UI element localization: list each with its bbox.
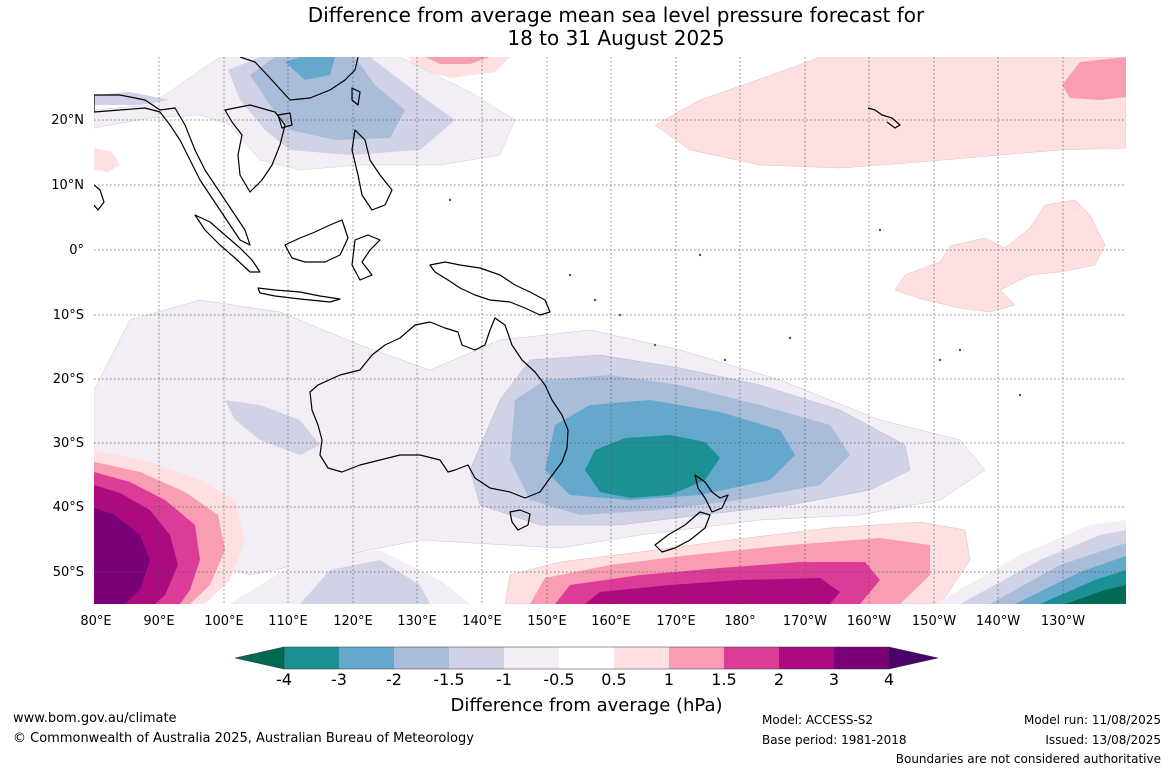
- new-zealand-south-coastline: [654, 511, 711, 553]
- lon-tick-label: 100°E: [204, 614, 244, 629]
- website-link[interactable]: www.bom.gov.au/climate: [13, 711, 177, 726]
- anomaly-region-negative-tasman-core: [585, 435, 720, 498]
- philippines-coastline: [351, 129, 393, 211]
- lon-tick-label: 140°W: [975, 614, 1021, 629]
- sri-lanka-coastline: [94, 184, 105, 211]
- colorbar-label: -3: [331, 670, 347, 689]
- colorbar-segment: [614, 647, 669, 669]
- colorbar-segment: [559, 647, 614, 669]
- colorbar-segment: [779, 647, 834, 669]
- colorbar-high-extension: [888, 646, 939, 670]
- tasmania-coastline: [509, 509, 531, 531]
- lon-tick-label: 150°W: [911, 614, 957, 629]
- hawaii-coastline: [867, 107, 901, 129]
- colorbar-label: -1: [496, 670, 512, 689]
- lon-tick-label: 180°: [724, 614, 756, 629]
- title-line-1: Difference from average mean sea level p…: [307, 3, 925, 27]
- coastlines: [94, 57, 901, 553]
- southeast-asia-coastline: [94, 94, 251, 246]
- map-title: Difference from average mean sea level p…: [0, 4, 1173, 50]
- copyright-text: © Commonwealth of Australia 2025, Austra…: [13, 731, 474, 746]
- colorbar-segment: [339, 647, 394, 669]
- colorbar-segment: [724, 647, 779, 669]
- anomaly-region-positive-south-dark: [585, 578, 840, 604]
- australia-coastline: [309, 317, 569, 499]
- indochina-coastline: [224, 104, 286, 193]
- colorbar-segment: [669, 647, 724, 669]
- borneo-coastline: [284, 219, 349, 263]
- lon-tick-label: 160°W: [846, 614, 892, 629]
- lon-tick-label: 170°E: [656, 614, 696, 629]
- lat-tick-label: 50°S: [52, 565, 84, 580]
- lat-tick-label: 30°S: [52, 436, 84, 451]
- lon-tick-label: 90°E: [143, 614, 175, 629]
- colorbar-label: -0.5: [543, 670, 575, 689]
- new-guinea-coastline: [429, 261, 551, 316]
- lon-tick-label: 130°W: [1040, 614, 1086, 629]
- china-coastline: [239, 57, 359, 101]
- anomaly-region-negative-bight: [225, 400, 320, 455]
- lon-tick-label: 170°W: [782, 614, 828, 629]
- anomaly-region-negative-south-mid: [300, 560, 430, 604]
- boundary-disclaimer: Boundaries are not considered authoritat…: [895, 752, 1161, 766]
- anomaly-region-positive-equatorial-pacific: [894, 199, 1106, 313]
- anomaly-region-negative-north-blue-light: [250, 57, 405, 140]
- colorbar-label: 1.5: [711, 670, 737, 689]
- lon-tick-label: 120°E: [333, 614, 373, 629]
- model-name: Model: ACCESS-S2: [762, 713, 874, 727]
- title-line-2: 18 to 31 August 2025: [507, 26, 725, 50]
- lon-tick-label: 160°E: [591, 614, 631, 629]
- colorbar: [234, 646, 939, 670]
- colorbar-title: Difference from average (hPa): [450, 695, 723, 716]
- sumatra-coastline: [194, 214, 261, 273]
- taiwan-coastline: [351, 87, 361, 106]
- hainan-coastline: [277, 112, 293, 129]
- colorbar-segment: [504, 647, 559, 669]
- lon-tick-label: 80°E: [80, 614, 112, 629]
- sulawesi-coastline: [351, 234, 381, 281]
- island-markers: [448, 198, 1022, 397]
- lon-tick-label: 110°E: [268, 614, 308, 629]
- anomaly-contours: [94, 57, 1126, 604]
- lat-tick-label: 40°S: [52, 500, 84, 515]
- colorbar-label: 4: [883, 670, 895, 689]
- colorbar-label: -1.5: [433, 670, 465, 689]
- anomaly-region-positive-top-edge-pink: [425, 57, 490, 64]
- colorbar-segment: [284, 647, 339, 669]
- anomaly-region-positive-sw-core: [94, 508, 150, 604]
- lat-tick-label: 0°: [69, 243, 84, 258]
- colorbar-label: 0.5: [601, 670, 627, 689]
- colorbar-label: 3: [828, 670, 840, 689]
- colorbar-low-extension: [234, 646, 285, 670]
- model-run-date: Model run: 11/08/2025: [1023, 713, 1161, 727]
- anomaly-region-negative-se-darkest: [1065, 585, 1126, 604]
- issued-date: Issued: 13/08/2025: [1045, 733, 1161, 747]
- lon-tick-label: 140°E: [462, 614, 502, 629]
- anomaly-region-negative-north-blue: [285, 57, 335, 80]
- colorbar-segment: [394, 647, 449, 669]
- colorbar-label: -4: [276, 670, 292, 689]
- colorbar-label: -2: [386, 670, 402, 689]
- graticule: [94, 57, 1126, 604]
- colorbar-segment: [449, 647, 504, 669]
- lat-tick-label: 10°S: [52, 308, 84, 323]
- lat-tick-label: 20°S: [52, 372, 84, 387]
- colorbar-segment: [834, 647, 889, 669]
- anomaly-region-positive-north-pacific: [654, 57, 1126, 169]
- base-period: Base period: 1981-2018: [762, 733, 907, 747]
- lat-tick-label: 20°N: [51, 113, 84, 128]
- colorbar-label: 2: [773, 670, 785, 689]
- java-coastline: [257, 287, 341, 303]
- lon-tick-label: 130°E: [397, 614, 437, 629]
- anomaly-region-positive-top-edge: [408, 57, 510, 78]
- new-zealand-north-coastline: [694, 474, 729, 513]
- lat-tick-label: 10°N: [51, 178, 84, 193]
- lon-tick-label: 150°E: [527, 614, 567, 629]
- anomaly-region-positive-north-pacific-pink: [1062, 57, 1126, 100]
- anomaly-region-positive-west-edge: [94, 148, 120, 172]
- colorbar-label: 1: [663, 670, 675, 689]
